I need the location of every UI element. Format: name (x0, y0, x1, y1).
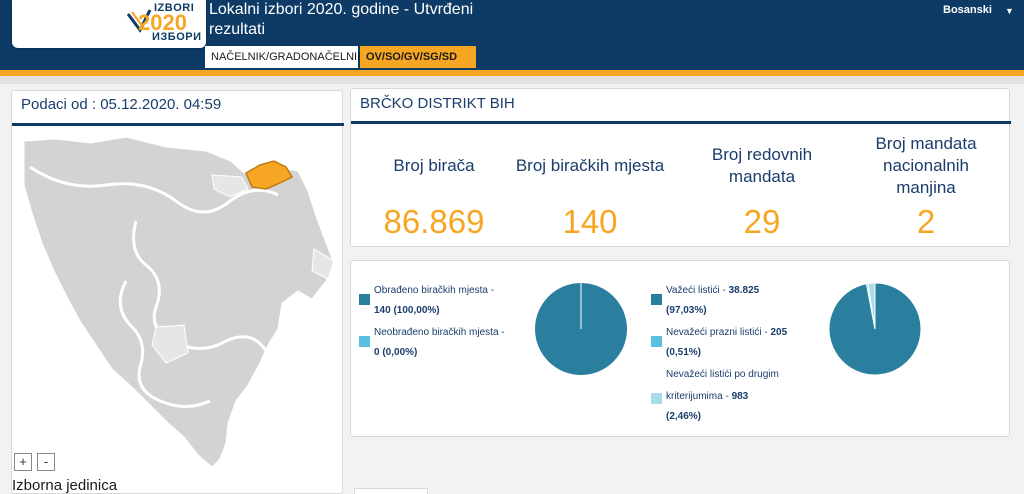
legend-valid-ballots: Važeći listići - 38.825 (97,03%) (651, 281, 821, 321)
header-accent-line (0, 70, 1024, 76)
logo-container[interactable]: IZBORI 2020 ИЗБОРИ (12, 0, 206, 48)
legend-unprocessed-label: Neobrađeno biračkih mjesta - (374, 327, 505, 338)
map-panel-underline (12, 123, 344, 126)
data-timestamp: Podaci od : 05.12.2020. 04:59 (21, 96, 222, 113)
chevron-down-icon[interactable]: ▼ (1005, 6, 1014, 16)
stat-minority-mandates: Broj mandata nacionalnih manjina 2 (851, 133, 1001, 241)
ballots-pie-chart[interactable] (827, 281, 923, 377)
legend-swatch-valid (651, 294, 662, 305)
legend-blank-ballots: Nevažeći prazni listići - 205 (0,51%) (651, 323, 821, 363)
stats-panel: BRČKO DISTRIKT BIH Broj birača 86.869 Br… (350, 88, 1011, 247)
header-shadow-band (0, 76, 1024, 84)
legend-swatch-other (651, 393, 662, 404)
stat-value: 140 (562, 203, 618, 240)
legend-valid-label: Važeći listići - 38.825 (666, 285, 760, 296)
legend-processed: Obrađeno biračkih mjesta - 140 (100,00%) (359, 281, 519, 321)
stat-regular-mandates: Broj redovnih mandata 29 (687, 133, 837, 241)
logo-year: 2020 (138, 10, 187, 35)
logo-bottom-text: ИЗБОРИ (152, 31, 202, 43)
legend-swatch-unprocessed (359, 336, 370, 347)
stat-polling-stations: Broj biračkih mjesta 140 (515, 133, 665, 241)
legend-swatch-blank (651, 336, 662, 347)
stat-label: Broj birača (393, 156, 475, 175)
logo-swoosh-icon (126, 9, 152, 33)
stat-value: 2 (916, 203, 936, 240)
stat-value: 86.869 (383, 203, 485, 240)
legend-processed-value: 140 (100,00%) (374, 305, 440, 316)
stat-label: Broj redovnih mandata (711, 145, 813, 186)
stat-label: Broj mandata nacionalnih manjina (875, 134, 977, 197)
tab-nacelnik[interactable]: NAČELNIK/GRADONAČELNIK (205, 46, 364, 68)
legend-blank-label: Nevažeći prazni listići - 205 (666, 327, 788, 338)
bottom-partial-box (354, 488, 428, 494)
legend-unprocessed-value: 0 (0,00%) (374, 347, 418, 358)
zoom-out-button[interactable]: - (37, 453, 55, 471)
zoom-in-button[interactable]: + (14, 453, 32, 471)
district-title: BRČKO DISTRIKT BIH (360, 95, 515, 112)
map-panel: Podaci od : 05.12.2020. 04:59 (11, 90, 344, 494)
legend-blank-pct: (0,51%) (666, 347, 702, 358)
legend-processed-label: Obrađeno biračkih mjesta - (374, 285, 495, 296)
legend-other-label: kriterijumima - 983 (666, 391, 749, 402)
legend-swatch-processed (359, 294, 370, 305)
map-region-grey-1[interactable] (211, 174, 249, 198)
map-region-grey-2[interactable] (151, 324, 189, 364)
legend-unprocessed: Neobrađeno biračkih mjesta - 0 (0,00%) (359, 323, 519, 363)
legend-other-pct: (2,46%) (666, 411, 702, 422)
map-region-grey-3[interactable] (311, 248, 335, 280)
results-pies-panel: Obrađeno biračkih mjesta - 140 (100,00%)… (350, 260, 1010, 437)
stat-label: Broj biračkih mjesta (515, 156, 665, 175)
legend-other-invalid: Nevažeći listići po drugim kriterijumima… (651, 365, 821, 429)
brcko-district-region[interactable] (245, 160, 294, 190)
stats-panel-underline (351, 121, 1011, 124)
stat-value: 29 (743, 203, 781, 240)
legend-other-label-line1: Nevažeći listići po drugim (666, 369, 779, 380)
bih-municipality-map[interactable] (16, 131, 340, 494)
tab-ov-so-gv[interactable]: OV/SO/GV/SG/SD (360, 46, 476, 68)
stat-voters: Broj birača 86.869 (359, 133, 509, 241)
language-selector[interactable]: Bosanski (943, 4, 992, 16)
legend-valid-pct: (97,03%) (666, 305, 707, 316)
ballots-pie-slice-2[interactable] (867, 282, 876, 330)
electoral-unit-label: Izborna jedinica (12, 477, 118, 494)
logo-top-text: IZBORI (154, 2, 195, 14)
bih-country-shape[interactable] (23, 136, 335, 468)
page-title: Lokalni izbori 2020. godine - Utvrđeni r… (209, 1, 474, 38)
polling-stations-pie-chart[interactable] (533, 281, 629, 377)
izbori-2020-logo[interactable]: IZBORI 2020 ИЗБОРИ (124, 2, 206, 43)
